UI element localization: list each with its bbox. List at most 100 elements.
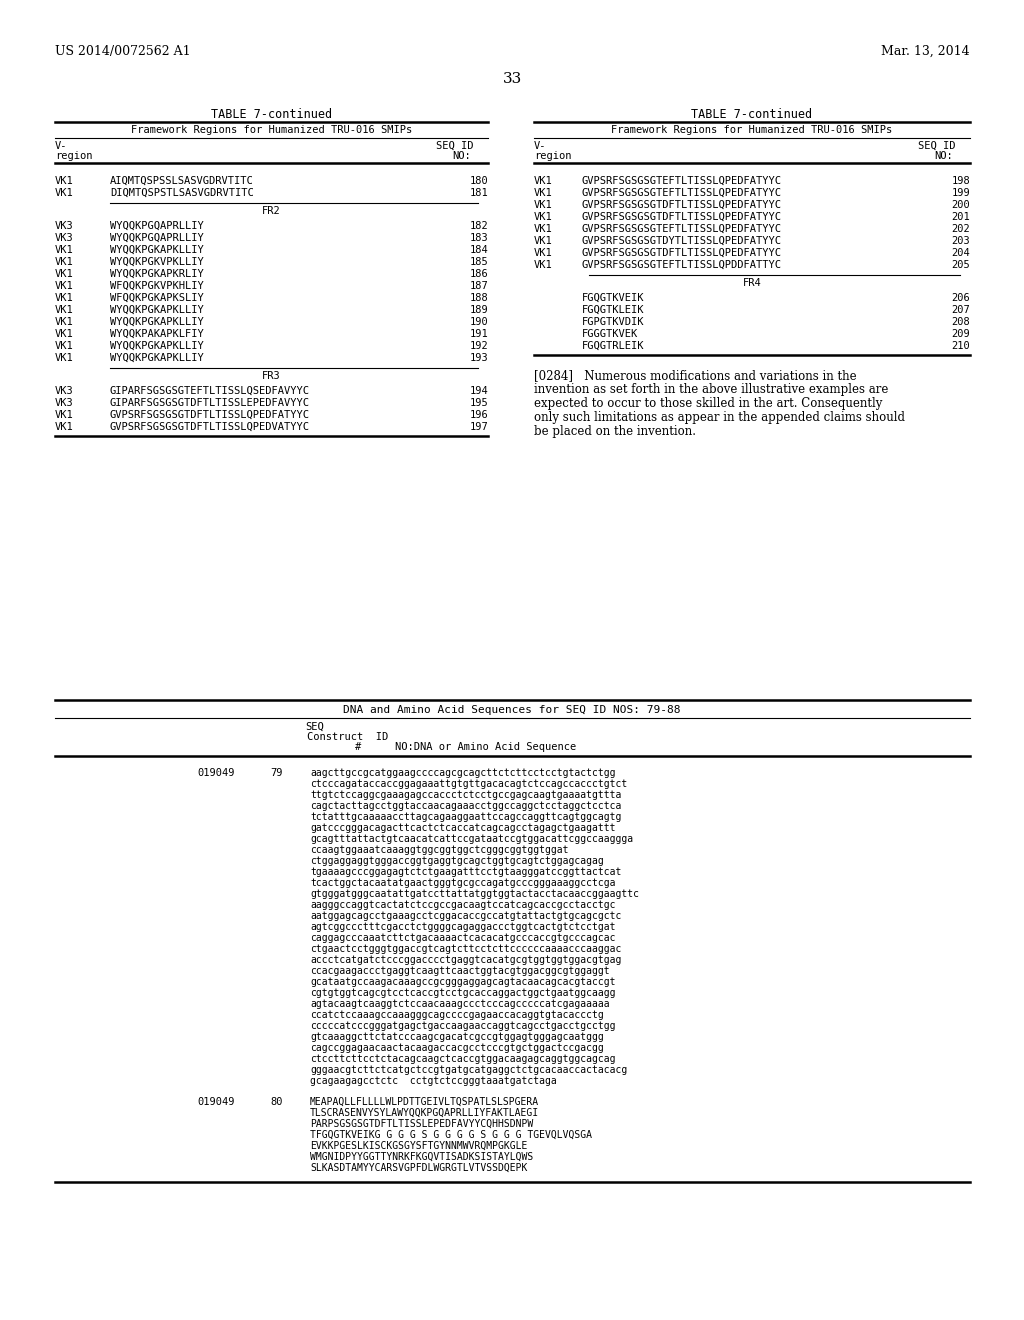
Text: WYQQKPAKAPKLFIY: WYQQKPAKAPKLFIY bbox=[110, 329, 204, 339]
Text: WYQQKPGKAPKLLIY: WYQQKPGKAPKLLIY bbox=[110, 317, 204, 327]
Text: region: region bbox=[55, 150, 92, 161]
Text: gcagtttattactgtcaacatcattccgataatccgtggacattcggccaaggga: gcagtttattactgtcaacatcattccgataatccgtgga… bbox=[310, 834, 633, 843]
Text: 204: 204 bbox=[951, 248, 970, 257]
Text: aagcttgccgcatggaagccccagcgcagcttctcttcctcctgtactctgg: aagcttgccgcatggaagccccagcgcagcttctcttcct… bbox=[310, 768, 615, 777]
Text: agtcggccctttcgacctctggggcagaggaccctggtcactgtctcctgat: agtcggccctttcgacctctggggcagaggaccctggtca… bbox=[310, 921, 615, 932]
Text: WYQQKPGQAPRLLIY: WYQQKPGQAPRLLIY bbox=[110, 234, 204, 243]
Text: ctccttcttcctctacagcaagctcaccgtggacaagagcaggtggcagcag: ctccttcttcctctacagcaagctcaccgtggacaagagc… bbox=[310, 1053, 615, 1064]
Text: tctatttgcaaaaaccttagcagaaggaattccagccaggttcagtggcagtg: tctatttgcaaaaaccttagcagaaggaattccagccagg… bbox=[310, 812, 622, 822]
Text: gcagaagagcctctc  cctgtctccgggtaaatgatctaga: gcagaagagcctctc cctgtctccgggtaaatgatctag… bbox=[310, 1076, 557, 1086]
Text: VK1: VK1 bbox=[534, 213, 553, 222]
Text: only such limitations as appear in the appended claims should: only such limitations as appear in the a… bbox=[534, 411, 905, 424]
Text: ttgtctccaggcgaaagagccaccctctcctgccgagcaagtgaaaatgttta: ttgtctccaggcgaaagagccaccctctcctgccgagcaa… bbox=[310, 789, 622, 800]
Text: GIPARFSGSGSGTEFTLTISSLQSEDFAVYYC: GIPARFSGSGSGTEFTLTISSLQSEDFAVYYC bbox=[110, 385, 310, 396]
Text: ccaagtggaaatcaaaggtggcggtggctcgggcggtggtggat: ccaagtggaaatcaaaggtggcggtggctcgggcggtggt… bbox=[310, 845, 568, 855]
Text: WYQQKPGKAPKLLIY: WYQQKPGKAPKLLIY bbox=[110, 305, 204, 315]
Text: TLSCRASENVYSYLAWYQQKPGQAPRLLIYFAKTLAEGI: TLSCRASENVYSYLAWYQQKPGQAPRLLIYFAKTLAEGI bbox=[310, 1107, 539, 1118]
Text: GVPSRFSGSGSGTDFTLTISSLQPEDFATYYC: GVPSRFSGSGSGTDFTLTISSLQPEDFATYYC bbox=[582, 248, 782, 257]
Text: 201: 201 bbox=[951, 213, 970, 222]
Text: cagccggagaacaactacaagaccacgcctcccgtgctggactccgacgg: cagccggagaacaactacaagaccacgcctcccgtgctgg… bbox=[310, 1043, 604, 1053]
Text: 199: 199 bbox=[951, 187, 970, 198]
Text: PARPSGSGSGTDFTLTISSLEPEDFAVYYCQHHSDNPW: PARPSGSGSGTDFTLTISSLEPEDFAVYYCQHHSDNPW bbox=[310, 1119, 534, 1129]
Text: VK1: VK1 bbox=[534, 248, 553, 257]
Text: FGPGTKVDIK: FGPGTKVDIK bbox=[582, 317, 644, 327]
Text: EVKKPGESLKISCKGSGYSFTGYNNMWVRQMPGKGLE: EVKKPGESLKISCKGSGYSFTGYNNMWVRQMPGKGLE bbox=[310, 1140, 527, 1151]
Text: FR4: FR4 bbox=[742, 279, 762, 288]
Text: VK1: VK1 bbox=[55, 317, 74, 327]
Text: NO:: NO: bbox=[934, 150, 952, 161]
Text: VK1: VK1 bbox=[55, 305, 74, 315]
Text: gatcccgggacagacttcactctcaccatcagcagcctagagctgaagattt: gatcccgggacagacttcactctcaccatcagcagcctag… bbox=[310, 822, 615, 833]
Text: VK3: VK3 bbox=[55, 399, 74, 408]
Text: Construct  ID: Construct ID bbox=[307, 733, 388, 742]
Text: GVPSRFSGSGSGTDYTLTISSLQPEDFATYYC: GVPSRFSGSGSGTDYTLTISSLQPEDFATYYC bbox=[582, 236, 782, 246]
Text: VK1: VK1 bbox=[55, 352, 74, 363]
Text: AIQMTQSPSSLSASVGDRVTITC: AIQMTQSPSSLSASVGDRVTITC bbox=[110, 176, 254, 186]
Text: GVPSRFSGSGSGTDFTLTISSLQPEDVATYYC: GVPSRFSGSGSGTDFTLTISSLQPEDVATYYC bbox=[110, 422, 310, 432]
Text: 187: 187 bbox=[469, 281, 488, 290]
Text: GVPSRFSGSGSGTEFTLTISSLQPEDFATYYC: GVPSRFSGSGSGTEFTLTISSLQPEDFATYYC bbox=[582, 176, 782, 186]
Text: VK1: VK1 bbox=[55, 269, 74, 279]
Text: TFGQGTKVEIKG G G G S G G G G S G G G TGEVQLVQSGA: TFGQGTKVEIKG G G G S G G G G S G G G TGE… bbox=[310, 1130, 592, 1140]
Text: aatggagcagcctgaaagcctcggacaccgccatgtattactgtgcagcgctc: aatggagcagcctgaaagcctcggacaccgccatgtatta… bbox=[310, 911, 622, 921]
Text: SEQ: SEQ bbox=[305, 722, 325, 733]
Text: TABLE 7-continued: TABLE 7-continued bbox=[691, 108, 813, 121]
Text: VK1: VK1 bbox=[534, 224, 553, 234]
Text: GVPSRFSGSGSGTEFTLTISSLQPEDFATYYC: GVPSRFSGSGSGTEFTLTISSLQPEDFATYYC bbox=[582, 187, 782, 198]
Text: Framework Regions for Humanized TRU-016 SMIPs: Framework Regions for Humanized TRU-016 … bbox=[131, 125, 412, 135]
Text: VK3: VK3 bbox=[55, 234, 74, 243]
Text: NO:DNA or Amino Acid Sequence: NO:DNA or Amino Acid Sequence bbox=[395, 742, 577, 752]
Text: VK1: VK1 bbox=[55, 329, 74, 339]
Text: 203: 203 bbox=[951, 236, 970, 246]
Text: 195: 195 bbox=[469, 399, 488, 408]
Text: FGQGTRLEIK: FGQGTRLEIK bbox=[582, 341, 644, 351]
Text: VK1: VK1 bbox=[534, 236, 553, 246]
Text: 80: 80 bbox=[270, 1097, 283, 1107]
Text: 185: 185 bbox=[469, 257, 488, 267]
Text: SLKASDTAMYYCARSVGPFDLWGRGTLVTVSSDQEPK: SLKASDTAMYYCARSVGPFDLWGRGTLVTVSSDQEPK bbox=[310, 1163, 527, 1173]
Text: FGQGTKLEIK: FGQGTKLEIK bbox=[582, 305, 644, 315]
Text: VK1: VK1 bbox=[55, 422, 74, 432]
Text: VK3: VK3 bbox=[55, 220, 74, 231]
Text: 191: 191 bbox=[469, 329, 488, 339]
Text: cagctacttagcctggtaccaacagaaacctggccaggctcctaggctcctca: cagctacttagcctggtaccaacagaaacctggccaggct… bbox=[310, 801, 622, 810]
Text: accctcatgatctcccggacccctgaggtcacatgcgtggtggtggacgtgag: accctcatgatctcccggacccctgaggtcacatgcgtgg… bbox=[310, 954, 622, 965]
Text: VK1: VK1 bbox=[534, 201, 553, 210]
Text: cgtgtggtcagcgtcctcaccgtcctgcaccaggactggctgaatggcaagg: cgtgtggtcagcgtcctcaccgtcctgcaccaggactggc… bbox=[310, 987, 615, 998]
Text: WYQQKPGKAPKLLIY: WYQQKPGKAPKLLIY bbox=[110, 341, 204, 351]
Text: SEQ ID: SEQ ID bbox=[918, 141, 955, 150]
Text: GVPSRFSGSGSGTDFTLTISSLQPEDFATYYC: GVPSRFSGSGSGTDFTLTISSLQPEDFATYYC bbox=[582, 213, 782, 222]
Text: 33: 33 bbox=[503, 73, 521, 86]
Text: VK1: VK1 bbox=[534, 176, 553, 186]
Text: VK1: VK1 bbox=[55, 341, 74, 351]
Text: WMGNIDPYYGGTTYNRKFKGQVTISADKSISTAYLQWS: WMGNIDPYYGGTTYNRKFKGQVTISADKSISTAYLQWS bbox=[310, 1152, 534, 1162]
Text: US 2014/0072562 A1: US 2014/0072562 A1 bbox=[55, 45, 190, 58]
Text: VK1: VK1 bbox=[55, 281, 74, 290]
Text: VK1: VK1 bbox=[534, 260, 553, 271]
Text: invention as set forth in the above illustrative examples are: invention as set forth in the above illu… bbox=[534, 383, 889, 396]
Text: NO:: NO: bbox=[452, 150, 471, 161]
Text: VK1: VK1 bbox=[55, 187, 74, 198]
Text: WFQQKPGKAPKSLIY: WFQQKPGKAPKSLIY bbox=[110, 293, 204, 304]
Text: 019049: 019049 bbox=[198, 1097, 234, 1107]
Text: 200: 200 bbox=[951, 201, 970, 210]
Text: GVPSRFSGSGSGTEFTLTISSLQPDDFATTYC: GVPSRFSGSGSGTEFTLTISSLQPDDFATTYC bbox=[582, 260, 782, 271]
Text: FR2: FR2 bbox=[262, 206, 281, 216]
Text: ctcccagataccaccggagaaattgtgttgacacagtctccagccaccctgtct: ctcccagataccaccggagaaattgtgttgacacagtctc… bbox=[310, 779, 628, 789]
Text: MEAPAQLLFLLLLWLPDTTGEIVLTQSPATLSLSPGERA: MEAPAQLLFLLLLWLPDTTGEIVLTQSPATLSLSPGERA bbox=[310, 1097, 539, 1107]
Text: 181: 181 bbox=[469, 187, 488, 198]
Text: tgaaaagcccggagagtctctgaagatttcctgtaagggatccggttactcat: tgaaaagcccggagagtctctgaagatttcctgtaaggga… bbox=[310, 867, 622, 876]
Text: #: # bbox=[355, 742, 361, 752]
Text: region: region bbox=[534, 150, 571, 161]
Text: DNA and Amino Acid Sequences for SEQ ID NOS: 79-88: DNA and Amino Acid Sequences for SEQ ID … bbox=[343, 705, 681, 715]
Text: ctggaggaggtgggaccggtgaggtgcagctggtgcagtctggagcagag: ctggaggaggtgggaccggtgaggtgcagctggtgcagtc… bbox=[310, 855, 604, 866]
Text: expected to occur to those skilled in the art. Consequently: expected to occur to those skilled in th… bbox=[534, 397, 883, 411]
Text: aagggccaggtcactatctccgccgacaagtccatcagcaccgcctacctgc: aagggccaggtcactatctccgccgacaagtccatcagca… bbox=[310, 900, 615, 909]
Text: agtacaagtcaaggtctccaacaaagccctcccagcccccatcgagaaaaa: agtacaagtcaaggtctccaacaaagccctcccagccccc… bbox=[310, 999, 609, 1008]
Text: FR3: FR3 bbox=[262, 371, 281, 381]
Text: 193: 193 bbox=[469, 352, 488, 363]
Text: 184: 184 bbox=[469, 246, 488, 255]
Text: GVPSRFSGSGSGTEFTLTISSLQPEDFATYYC: GVPSRFSGSGSGTEFTLTISSLQPEDFATYYC bbox=[582, 224, 782, 234]
Text: VK1: VK1 bbox=[55, 176, 74, 186]
Text: 205: 205 bbox=[951, 260, 970, 271]
